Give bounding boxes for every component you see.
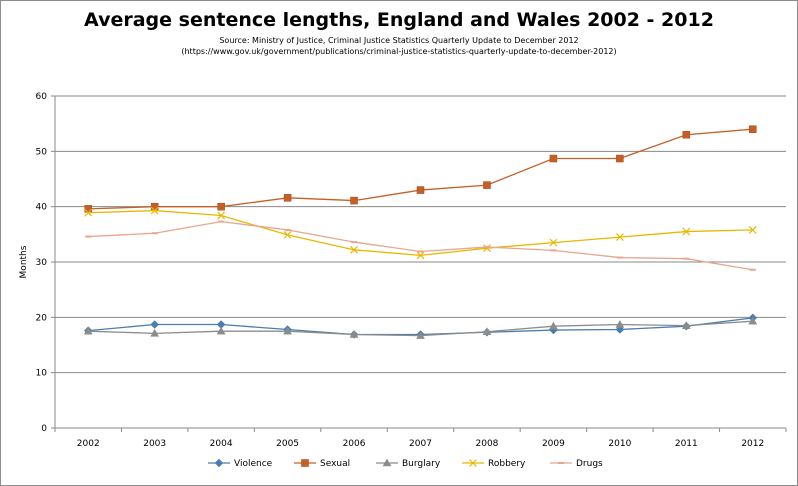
x-tick-label-2010: 2010 xyxy=(608,439,631,449)
series-group xyxy=(83,125,758,339)
y-tick-label-50: 50 xyxy=(36,147,48,157)
y-tick-label-0: 0 xyxy=(41,424,47,434)
point-sexual-2011 xyxy=(682,130,691,139)
point-sexual-2008 xyxy=(483,181,491,189)
legend-item-burglary: Burglary xyxy=(376,458,441,469)
y-tick-label-30: 30 xyxy=(36,258,48,268)
point-robbery-2010 xyxy=(615,233,624,242)
x-tick-label-2007: 2007 xyxy=(409,439,432,449)
x-tick-label-2011: 2011 xyxy=(675,439,698,449)
series-line-robbery xyxy=(88,209,753,257)
point-sexual-2002 xyxy=(84,205,92,213)
legend-marker-robbery xyxy=(469,459,477,467)
legend-marker-sexual xyxy=(301,459,309,467)
y-tick-label-40: 40 xyxy=(36,203,48,213)
point-sexual-2006 xyxy=(350,196,358,205)
point-burglary-2010 xyxy=(615,320,625,328)
legend-label-sexual: Sexual xyxy=(320,459,350,469)
axes: 0 10 20 30 40 50 60 2002 2003 2004 2005 2006 2007 200… xyxy=(19,92,787,449)
point-sexual-2012 xyxy=(749,125,757,133)
point-burglary-2003 xyxy=(150,328,160,337)
legend-marker-violence xyxy=(214,458,224,468)
x-tick-label-2005: 2005 xyxy=(276,439,299,449)
point-sexual-2010 xyxy=(616,154,624,163)
legend-label-burglary: Burglary xyxy=(402,459,441,469)
x-tick-label-2003: 2003 xyxy=(143,439,166,449)
legend-item-sexual: Sexual xyxy=(294,459,350,469)
x-tick-label-2008: 2008 xyxy=(476,439,499,449)
point-burglary-2006 xyxy=(349,329,359,338)
chart-subtitle-source: Source: Ministry of Justice, Criminal Ju… xyxy=(219,36,579,45)
point-burglary-2011 xyxy=(681,321,691,329)
legend: Violence Sexual Burglary Robbery Drugs xyxy=(208,458,603,469)
point-burglary-2005 xyxy=(283,326,293,335)
point-robbery-2003 xyxy=(150,206,159,215)
point-robbery-2007 xyxy=(416,251,425,260)
point-sexual-2005 xyxy=(283,194,292,202)
y-tick-label-10: 10 xyxy=(36,369,48,379)
legend-marker-burglary xyxy=(382,458,392,467)
point-robbery-2004 xyxy=(217,211,226,220)
point-violence-2003 xyxy=(150,320,160,329)
point-robbery-2006 xyxy=(350,245,358,254)
point-burglary-2008 xyxy=(482,327,492,335)
legend-label-violence: Violence xyxy=(234,459,273,469)
point-robbery-2011 xyxy=(682,227,691,236)
y-tick-label-20: 20 xyxy=(36,313,48,323)
series-line-drugs xyxy=(88,220,753,271)
legend-item-violence: Violence xyxy=(208,458,273,469)
point-burglary-2007 xyxy=(416,331,425,339)
point-robbery-2012 xyxy=(748,225,757,234)
series-line-sexual xyxy=(88,128,753,210)
chart-title: Average sentence lengths, England and Wa… xyxy=(84,9,714,31)
legend-label-drugs: Drugs xyxy=(576,459,603,469)
point-burglary-2004 xyxy=(216,326,226,335)
y-axis-title: Months xyxy=(19,245,29,278)
point-burglary-2002 xyxy=(83,326,93,335)
x-tick-label-2009: 2009 xyxy=(542,439,565,449)
point-robbery-2005 xyxy=(283,230,292,239)
point-sexual-2004 xyxy=(217,202,225,211)
point-sexual-2009 xyxy=(549,154,558,163)
point-sexual-2003 xyxy=(150,202,159,211)
x-tick-label-2004: 2004 xyxy=(210,439,233,449)
point-burglary-2009 xyxy=(548,321,558,330)
legend-label-robbery: Robbery xyxy=(488,459,526,469)
point-robbery-2009 xyxy=(549,238,558,247)
point-sexual-2007 xyxy=(416,186,425,194)
y-tick-label-60: 60 xyxy=(36,92,48,102)
x-tick-label-2012: 2012 xyxy=(741,439,764,449)
x-tick-label-2006: 2006 xyxy=(343,439,366,449)
point-robbery-2008 xyxy=(483,244,491,253)
point-robbery-2002 xyxy=(84,208,93,217)
legend-item-drugs: Drugs xyxy=(550,459,603,469)
chart-subtitle-url: (https://www.gov.uk/government/publicati… xyxy=(181,47,617,56)
x-tick-label-2002: 2002 xyxy=(77,439,100,449)
legend-item-robbery: Robbery xyxy=(462,459,526,469)
point-burglary-2012 xyxy=(748,316,758,325)
